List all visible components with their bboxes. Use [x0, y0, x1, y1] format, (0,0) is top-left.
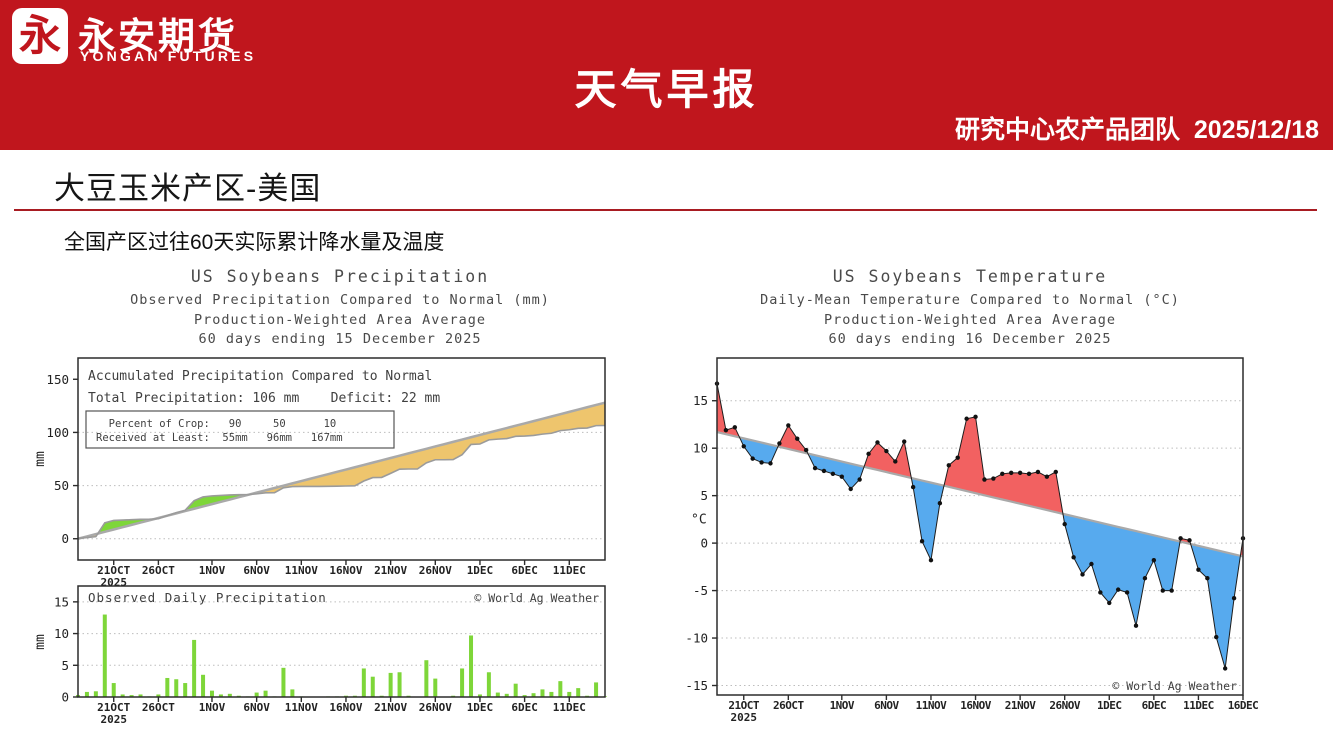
svg-text:6DEC: 6DEC	[511, 564, 538, 577]
svg-text:0: 0	[61, 531, 69, 546]
svg-text:5: 5	[61, 658, 69, 673]
svg-text:21OCT: 21OCT	[728, 699, 759, 712]
svg-text:1DEC: 1DEC	[467, 564, 494, 577]
svg-text:100: 100	[46, 425, 69, 440]
svg-text:26OCT: 26OCT	[142, 564, 175, 577]
temp-chart-subtitle-2: Production-Weighted Area Average	[823, 311, 1117, 328]
svg-text:10: 10	[693, 441, 708, 456]
precip-chart-title: US Soybeans Precipitation	[190, 267, 490, 286]
svg-text:-15: -15	[685, 678, 708, 693]
precip-chart-subtitle-3: 60 days ending 15 December 2025	[198, 331, 482, 347]
top-banner: 永 永安期货 YONGAN FUTURES 天气早报 研究中心农产品团队 202…	[0, 0, 1333, 150]
temp-chart-subtitle-1: Daily-Mean Temperature Compared to Norma…	[760, 292, 1180, 308]
svg-text:1DEC: 1DEC	[467, 701, 494, 714]
svg-text:16NOV: 16NOV	[960, 699, 991, 712]
svg-text:15: 15	[54, 594, 69, 609]
svg-text:1NOV: 1NOV	[199, 564, 226, 577]
precip-chart-subtitle-1: Observed Precipitation Compared to Norma…	[130, 292, 550, 308]
precipitation-chart-titles: US Soybeans Precipitation Observed Preci…	[60, 267, 620, 350]
svg-text:11NOV: 11NOV	[285, 564, 318, 577]
svg-text:Accumulated Precipitation Comp: Accumulated Precipitation Compared to No…	[88, 369, 432, 384]
svg-text:15: 15	[693, 393, 708, 408]
svg-text:2025: 2025	[100, 713, 127, 726]
svg-text:21NOV: 21NOV	[1005, 699, 1036, 712]
svg-text:6DEC: 6DEC	[1142, 699, 1167, 712]
svg-text:1NOV: 1NOV	[830, 699, 855, 712]
svg-text:© World Ag Weather: © World Ag Weather	[474, 591, 599, 605]
svg-text:11NOV: 11NOV	[916, 699, 947, 712]
temp-chart-title: US Soybeans Temperature	[832, 267, 1108, 286]
svg-text:0: 0	[700, 536, 708, 551]
svg-text:21OCT: 21OCT	[97, 564, 130, 577]
svg-text:16NOV: 16NOV	[329, 701, 362, 714]
svg-text:11DEC: 11DEC	[553, 701, 586, 714]
svg-text:26OCT: 26OCT	[773, 699, 804, 712]
precip-daily-chart: Observed Daily Precipitation © World Ag W…	[33, 585, 607, 726]
company-logo: 永	[12, 8, 68, 64]
svg-text:6DEC: 6DEC	[511, 701, 538, 714]
company-name-en: YONGAN FUTURES	[80, 48, 257, 64]
section-title: 大豆玉米产区-美国	[54, 171, 322, 206]
logo-glyph-icon: 永	[18, 11, 61, 60]
page-title: 天气早报	[574, 66, 759, 113]
precip-accumulated-chart: Accumulated Precipitation Compared to No…	[33, 357, 606, 589]
svg-text:1NOV: 1NOV	[199, 701, 226, 714]
svg-text:26OCT: 26OCT	[142, 701, 175, 714]
svg-text:°C: °C	[691, 512, 707, 527]
svg-text:mm: mm	[33, 451, 48, 467]
svg-text:5: 5	[700, 488, 708, 503]
svg-text:21NOV: 21NOV	[374, 701, 407, 714]
svg-text:2025: 2025	[730, 711, 757, 724]
svg-text:26NOV: 26NOV	[419, 564, 452, 577]
svg-text:1DEC: 1DEC	[1097, 699, 1122, 712]
temp-chart-subtitle-3: 60 days ending 16 December 2025	[828, 331, 1112, 347]
svg-text:10: 10	[54, 626, 69, 641]
svg-text:50: 50	[54, 478, 69, 493]
section-divider	[14, 209, 1317, 211]
svg-text:0: 0	[61, 690, 69, 705]
svg-text:-5: -5	[693, 583, 708, 598]
svg-text:6NOV: 6NOV	[243, 701, 270, 714]
svg-text:150: 150	[46, 372, 69, 387]
svg-text:21NOV: 21NOV	[374, 564, 407, 577]
team-and-date-label: 研究中心农产品团队 2025/12/18	[954, 116, 1319, 144]
svg-text:Percent of Crop: 90 50: Percent of Crop: 90 50 10	[96, 418, 336, 430]
svg-text:16DEC: 16DEC	[1228, 699, 1259, 712]
svg-text:Received at Least: 55mm 96m: Received at Least: 55mm 96mm 167mm	[96, 432, 343, 444]
svg-text:26NOV: 26NOV	[419, 701, 452, 714]
svg-text:Total Precipitation: 106 mm: Total Precipitation: 106 mm Deficit: 22 …	[88, 391, 440, 406]
svg-text:11DEC: 11DEC	[1183, 699, 1214, 712]
svg-text:Observed Daily Precipitation: Observed Daily Precipitation	[88, 590, 327, 605]
svg-text:6NOV: 6NOV	[243, 564, 270, 577]
svg-text:26NOV: 26NOV	[1049, 699, 1080, 712]
svg-text:6NOV: 6NOV	[874, 699, 899, 712]
svg-text:11NOV: 11NOV	[285, 701, 318, 714]
section-subtitle: 全国产区过往60天实际累计降水量及温度	[64, 231, 445, 254]
precip-chart-subtitle-2: Production-Weighted Area Average	[193, 311, 487, 328]
svg-text:-10: -10	[685, 631, 708, 646]
svg-text:mm: mm	[33, 634, 48, 650]
svg-text:11DEC: 11DEC	[553, 564, 586, 577]
svg-text:16NOV: 16NOV	[329, 564, 362, 577]
svg-text:© World Ag Weather: © World Ag Weather	[1112, 679, 1237, 693]
svg-text:21OCT: 21OCT	[97, 701, 130, 714]
company-name-cn: 永安期货	[78, 16, 238, 57]
temperature-chart-titles: US Soybeans Temperature Daily-Mean Tempe…	[690, 267, 1250, 350]
